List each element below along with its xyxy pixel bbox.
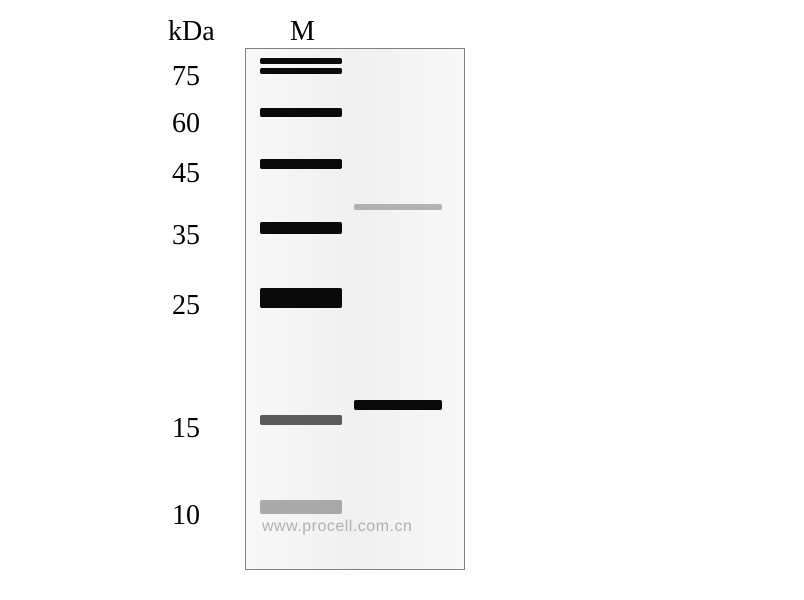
kda-header-label: kDa <box>168 16 215 48</box>
ladder-value: 45 <box>172 158 200 189</box>
ladder-label-15: 15 <box>140 413 200 445</box>
marker-band <box>260 58 342 64</box>
marker-band <box>260 222 342 234</box>
ladder-label-35: 35 <box>140 220 200 252</box>
ladder-value: 75 <box>172 61 200 92</box>
ladder-value: 10 <box>172 500 200 531</box>
ladder-value: 25 <box>172 290 200 321</box>
marker-band <box>260 500 342 514</box>
marker-band <box>260 68 342 74</box>
ladder-label-45: 45 <box>140 158 200 190</box>
kda-text: kDa <box>168 16 215 47</box>
sample-band-main <box>354 400 442 410</box>
marker-lane <box>260 0 342 600</box>
ladder-label-60: 60 <box>140 108 200 140</box>
ladder-value: 15 <box>172 413 200 444</box>
gel-image-container: kDa M 75 60 45 35 25 15 10 <box>0 0 804 600</box>
ladder-value: 35 <box>172 220 200 251</box>
watermark-text: www.procell.com.cn <box>262 518 412 536</box>
watermark-label: www.procell.com.cn <box>262 518 412 535</box>
sample-band-faint <box>354 204 442 210</box>
ladder-label-10: 10 <box>140 500 200 532</box>
ladder-label-25: 25 <box>140 290 200 322</box>
marker-band <box>260 159 342 169</box>
sample-lane <box>354 0 442 600</box>
marker-band <box>260 288 342 308</box>
marker-band <box>260 415 342 425</box>
ladder-label-75: 75 <box>140 61 200 93</box>
ladder-value: 60 <box>172 108 200 139</box>
marker-band <box>260 108 342 117</box>
